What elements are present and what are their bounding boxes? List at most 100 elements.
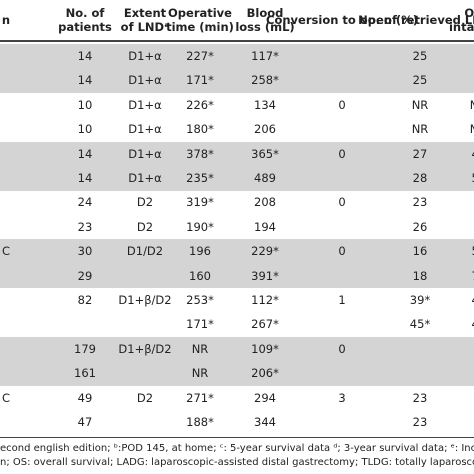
cell: 24 (77, 195, 93, 210)
cell: 23 (412, 195, 428, 210)
cell: D2 (136, 195, 154, 210)
cell: 82 (77, 293, 93, 307)
cell: 39* (409, 293, 431, 307)
cell: 14 (77, 146, 93, 161)
cell: D1+α (128, 97, 162, 112)
cell: 0 (338, 341, 346, 356)
cell: 26 (412, 219, 428, 234)
footnote: n; OS: overall survival; LADG: laparosco… (0, 457, 474, 468)
cell: D1/D2 (126, 244, 164, 259)
cell: 0 (338, 97, 346, 112)
cell: 206 (254, 122, 276, 137)
cell: 45* (409, 317, 431, 332)
cell: 23 (77, 219, 93, 234)
header-cell: Conversion to open (%) (266, 13, 418, 27)
row-band (0, 336, 474, 386)
cell: 109* (251, 341, 279, 356)
cell: C (1, 244, 11, 259)
header-cell: loss (mL) (235, 20, 295, 34)
cell: 4* (471, 147, 474, 161)
cell: 30 (77, 244, 93, 259)
cell: 10 (77, 97, 93, 112)
cell: 194 (254, 219, 276, 234)
cell: 47 (77, 415, 93, 429)
cell: NR (411, 97, 429, 112)
header-cell: Operative (168, 6, 232, 20)
header-cell: of LNDᵃ (120, 20, 170, 34)
cell: 235* (186, 171, 214, 185)
header-rule (0, 40, 474, 42)
cell: 190* (186, 219, 214, 234)
cell: 344 (254, 415, 276, 429)
cell: NR (191, 341, 209, 356)
footer-rule (0, 437, 474, 438)
row-band (0, 239, 474, 289)
cell: 14 (77, 49, 93, 63)
cell: NR (470, 122, 474, 136)
cell: 5* (471, 244, 474, 258)
cell: 4* (471, 293, 474, 307)
cell: 319* (186, 195, 214, 210)
header-cell: No. of (65, 6, 105, 20)
cell: 391* (251, 268, 279, 283)
cell: 28 (412, 171, 428, 185)
cell: 1 (338, 293, 346, 307)
cell: NR (191, 366, 209, 381)
cell: 378* (186, 146, 214, 161)
cell: 14 (77, 73, 93, 88)
cell: 49 (77, 390, 93, 405)
cell: 253* (186, 293, 214, 307)
cell: 229* (251, 244, 279, 259)
cell: D2 (136, 219, 154, 234)
cell: 23 (412, 390, 428, 405)
cell: 25 (412, 49, 428, 63)
cell: NR (470, 98, 474, 112)
cell: 10 (77, 122, 93, 137)
cell: 18 (412, 268, 428, 283)
header-cell: time (min) (166, 20, 234, 34)
cell: 160 (189, 268, 211, 283)
header-cell: Blood (246, 6, 284, 20)
cell: 188* (186, 415, 214, 429)
cell: 16 (412, 244, 428, 259)
cell: 365* (251, 146, 279, 161)
cell: 171* (186, 317, 214, 332)
cell: 489 (254, 171, 276, 185)
cell: D1+α (128, 146, 162, 161)
cell: 0 (338, 195, 346, 210)
cell: 179 (74, 341, 96, 356)
cell: 3 (338, 390, 346, 405)
cell: 208 (254, 195, 276, 210)
cell: 267* (251, 317, 279, 332)
cell: 23 (412, 415, 428, 429)
header-cell: Oral (464, 6, 474, 20)
cell: C (1, 390, 11, 405)
cell: 7* (471, 269, 474, 283)
cell: 196 (189, 244, 211, 259)
cell: 226* (186, 97, 214, 112)
cell: D1+α (128, 171, 162, 185)
cell: 117* (251, 49, 279, 63)
cell: 294 (254, 390, 276, 405)
cell: 27 (412, 146, 428, 161)
cell: NR (411, 122, 429, 137)
cell: D1+α (128, 49, 162, 63)
cell: 0 (338, 146, 346, 161)
cell: 5* (471, 171, 474, 185)
cell: 171* (186, 73, 214, 88)
header-cell: patients (58, 20, 112, 34)
cell: D1+β/D2 (118, 341, 172, 356)
header-cell: Extent (123, 6, 167, 20)
cell: D2 (136, 390, 154, 405)
cell: 161 (74, 366, 96, 381)
cell: 206* (251, 366, 279, 381)
cell: 271* (186, 390, 214, 405)
header-cell: intake (d (448, 20, 474, 34)
cell: 112* (251, 293, 279, 307)
cell: 134 (254, 97, 276, 112)
cell: 25 (412, 73, 428, 88)
header-cell: No. of retrieved LN (358, 13, 474, 27)
cell: 258* (251, 73, 279, 88)
cell: D1+α (128, 122, 162, 137)
